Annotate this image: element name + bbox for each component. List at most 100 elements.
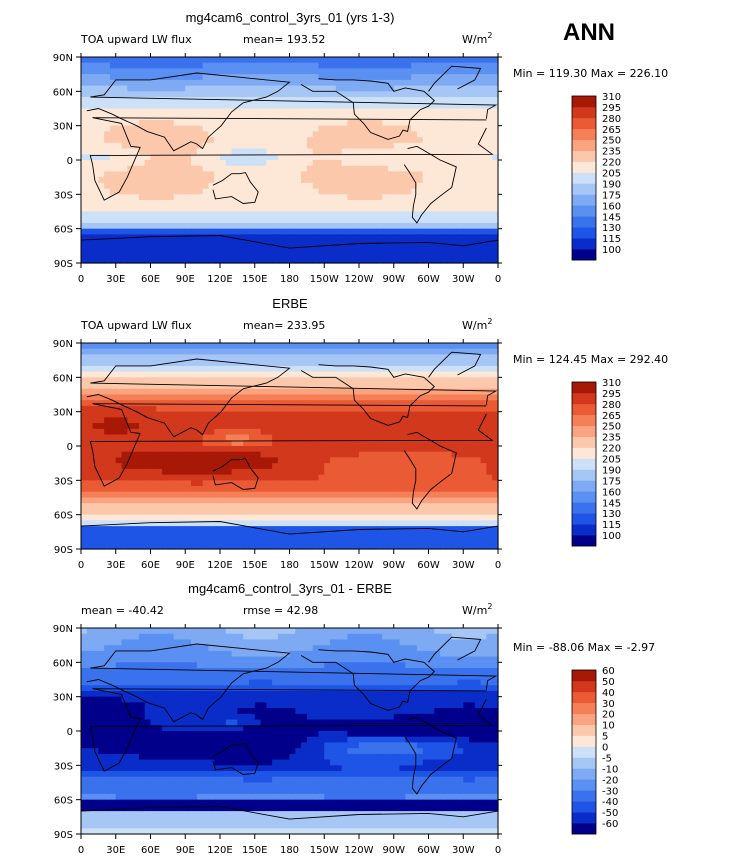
field-cell	[196, 503, 204, 510]
field-cell	[127, 360, 134, 367]
field-cell	[104, 480, 111, 487]
field-cell	[399, 480, 406, 487]
field-cell	[283, 240, 291, 247]
field-cell	[133, 85, 140, 92]
field-cell	[312, 371, 320, 378]
field-cell	[469, 148, 476, 155]
field-cell	[208, 171, 215, 178]
field-cell	[220, 125, 227, 132]
field-cell	[231, 360, 238, 367]
colorbar-swatch	[572, 96, 596, 108]
y-tick-label: 30S	[54, 190, 73, 201]
field-cell	[266, 79, 273, 87]
field-cell	[260, 520, 267, 527]
field-cell	[191, 182, 198, 190]
field-cell	[469, 240, 476, 247]
field-cell	[254, 257, 262, 264]
field-cell	[364, 142, 372, 150]
field-cell	[185, 474, 192, 481]
field-cell	[150, 423, 157, 430]
field-cell	[324, 428, 331, 436]
field-cell	[254, 354, 262, 361]
field-cell	[463, 463, 470, 470]
field-cell	[127, 377, 134, 384]
field-cell	[133, 200, 140, 207]
field-cell	[115, 377, 123, 384]
field-cell	[272, 228, 279, 235]
field-cell	[179, 388, 186, 396]
field-cell	[324, 497, 331, 504]
field-cell	[359, 371, 366, 378]
field-cell	[150, 91, 157, 98]
field-cell	[364, 520, 372, 527]
field-cell	[387, 480, 395, 487]
field-cell	[289, 480, 296, 487]
field-cell	[138, 457, 146, 464]
field-cell	[196, 491, 204, 499]
field-cell	[138, 228, 146, 235]
field-cell	[109, 57, 117, 64]
field-cell	[138, 257, 146, 264]
field-cell	[121, 463, 128, 470]
field-cell	[364, 205, 372, 213]
field-cell	[138, 480, 146, 487]
field-cell	[382, 194, 389, 201]
field-cell	[382, 234, 389, 241]
field-cell	[237, 508, 244, 516]
field-cell	[243, 188, 250, 195]
field-cell	[341, 91, 349, 98]
field-cell	[295, 360, 302, 367]
field-cell	[202, 497, 210, 504]
field-cell	[324, 205, 331, 213]
field-cell	[81, 200, 88, 207]
field-cell	[376, 171, 383, 178]
field-cell	[104, 91, 111, 98]
field-cell	[248, 125, 256, 132]
field-cell	[156, 440, 163, 447]
field-cell	[237, 514, 244, 521]
field-cell	[254, 497, 262, 504]
field-cell	[254, 446, 262, 453]
field-cell	[469, 354, 476, 361]
x-tick-label: 120W	[345, 274, 374, 285]
field-cell	[445, 508, 453, 516]
field-cell	[492, 188, 499, 195]
field-cell	[480, 343, 488, 350]
field-cell	[312, 423, 320, 430]
field-cell	[318, 119, 325, 127]
field-cell	[208, 491, 215, 499]
field-cell	[445, 388, 453, 396]
field-cell	[231, 343, 238, 350]
field-cell	[440, 114, 447, 121]
field-cell	[231, 480, 238, 487]
field-cell	[411, 245, 418, 253]
field-cell	[318, 394, 325, 401]
field-cell	[318, 405, 325, 413]
field-cell	[405, 394, 412, 401]
field-cell	[202, 383, 210, 390]
field-cell	[364, 428, 372, 436]
field-cell	[347, 394, 354, 401]
field-cell	[347, 365, 354, 373]
field-cell	[353, 383, 360, 390]
field-cell	[237, 457, 244, 464]
field-cell	[289, 97, 296, 104]
field-cell	[248, 217, 256, 224]
coastline	[86, 72, 498, 152]
field-cell	[196, 257, 204, 264]
field-cell	[104, 108, 111, 115]
field-cell	[330, 365, 337, 373]
field-cell	[283, 388, 291, 396]
field-cell	[451, 405, 459, 413]
field-cell	[162, 228, 169, 235]
field-cell	[231, 251, 238, 258]
field-cell	[283, 457, 291, 464]
field-cell	[480, 457, 488, 464]
field-cell	[220, 62, 227, 70]
field-cell	[376, 503, 383, 510]
field-cell	[335, 354, 343, 361]
field-cell	[214, 348, 221, 356]
field-cell	[86, 160, 94, 167]
field-cell	[237, 228, 244, 235]
field-cell	[301, 520, 308, 527]
